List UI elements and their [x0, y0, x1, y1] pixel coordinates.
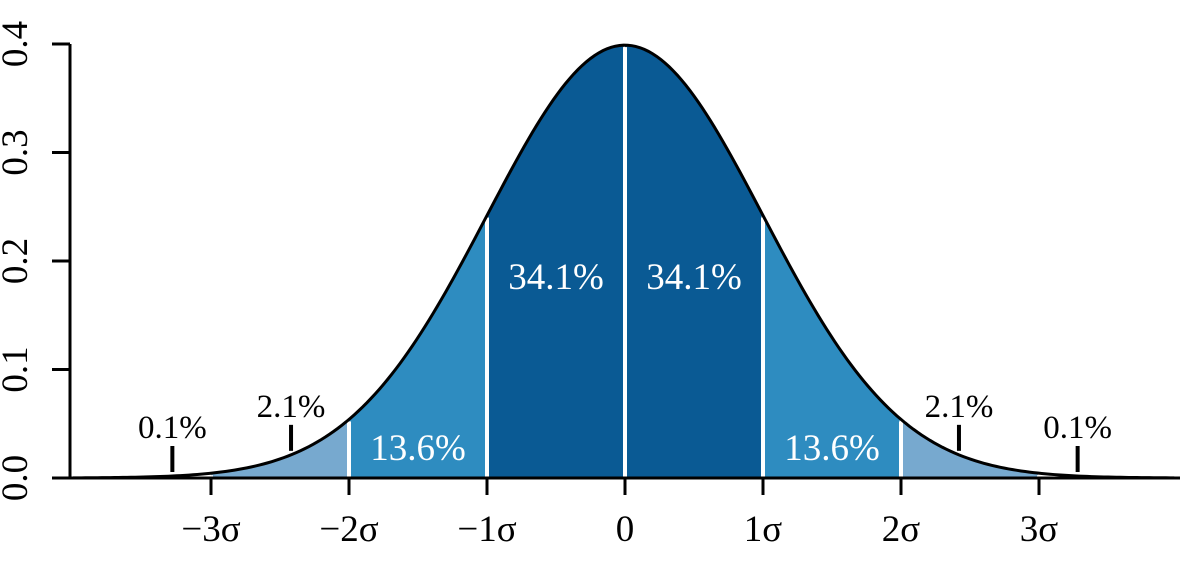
region-fill--3-to--2 — [211, 420, 349, 478]
region-percent-label: 2.1% — [257, 389, 326, 425]
x-axis-tick-label: 3σ — [1020, 509, 1059, 550]
region-percent-label: 13.6% — [370, 428, 466, 469]
x-axis-tick-label: 1σ — [744, 509, 783, 550]
density-curve — [72, 43, 1175, 480]
y-axis-tick-label: 0.4 — [0, 21, 36, 67]
region-percent-label: 13.6% — [784, 428, 880, 469]
y-axis-tick-label: 0.1 — [0, 346, 36, 392]
region-fill-2-to-3 — [901, 419, 1039, 478]
region-percent-label: 34.1% — [508, 257, 604, 298]
region-fill--2-to--1 — [349, 218, 487, 478]
x-axis-tick-label: −3σ — [181, 509, 240, 550]
x-axis-tick-label: 0 — [616, 509, 635, 550]
y-axis-tick-label: 0.3 — [0, 129, 36, 175]
region-percent-label: 2.1% — [925, 389, 994, 425]
y-axis-tick-label: 0.0 — [0, 455, 36, 501]
x-axis-tick-label: 2σ — [882, 509, 921, 550]
x-axis-tick-label: −2σ — [319, 509, 378, 550]
region-percent-label: 0.1% — [1043, 410, 1112, 446]
y-axis-tick-label: 0.2 — [0, 238, 36, 284]
x-axis-tick-label: −1σ — [457, 509, 516, 550]
region-percent-label: 34.1% — [646, 257, 742, 298]
region-percent-label: 0.1% — [138, 410, 207, 446]
